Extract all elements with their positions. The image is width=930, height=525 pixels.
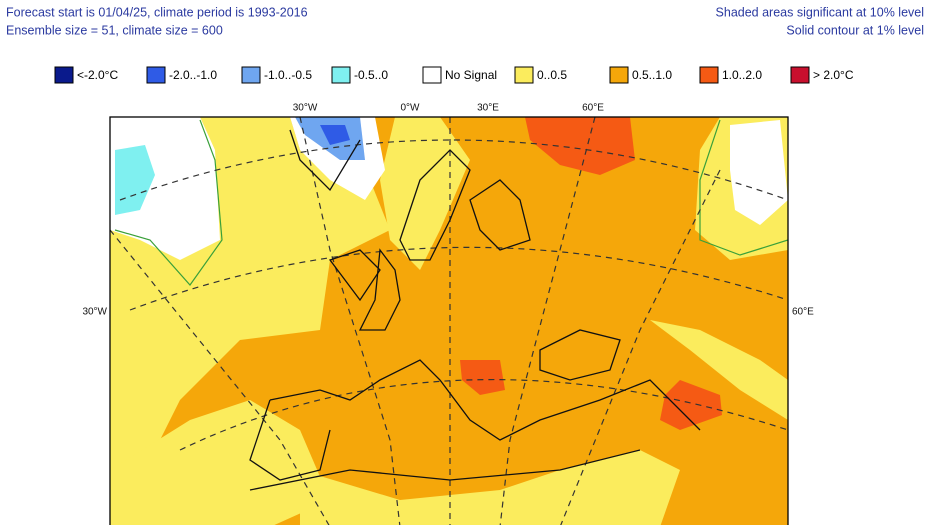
header-line: Solid contour at 1% level	[786, 23, 924, 37]
legend-label: -1.0..-0.5	[264, 68, 312, 82]
legend-swatch	[54, 66, 74, 84]
map-frame	[109, 116, 789, 525]
legend: <-2.0°C -2.0..-1.0 -1.0..-0.5 -0.5..0 No Sig…	[54, 66, 854, 84]
legend-label: 1.0..2.0	[722, 68, 762, 82]
legend-swatch	[699, 66, 719, 84]
map	[110, 117, 788, 525]
legend-swatch	[146, 66, 166, 84]
legend-label: -0.5..0	[354, 68, 388, 82]
legend-swatch	[331, 66, 351, 84]
legend-swatch	[790, 66, 810, 84]
map-label: 30°W	[82, 307, 107, 318]
legend-label: <-2.0°C	[77, 68, 118, 82]
legend-label: -2.0..-1.0	[169, 68, 217, 82]
map-label: 60°E	[582, 103, 604, 114]
map-label: 30°E	[477, 103, 499, 114]
header-line: Shaded areas significant at 10% level	[716, 5, 924, 19]
map-label: 30°W	[293, 103, 318, 114]
header-line: Forecast start is 01/04/25, climate peri…	[6, 5, 308, 19]
legend-swatch	[241, 66, 261, 84]
map-label: 0°W	[401, 103, 421, 114]
map-label: 60°E	[792, 307, 814, 318]
legend-swatch	[514, 66, 534, 84]
legend-swatch	[609, 66, 629, 84]
legend-label: No Signal	[445, 68, 497, 82]
legend-label: 0.5..1.0	[632, 68, 672, 82]
legend-label: 0..0.5	[537, 68, 567, 82]
legend-swatch	[422, 66, 442, 84]
legend-label: > 2.0°C	[813, 68, 854, 82]
header-line: Ensemble size = 51, climate size = 600	[6, 23, 223, 37]
